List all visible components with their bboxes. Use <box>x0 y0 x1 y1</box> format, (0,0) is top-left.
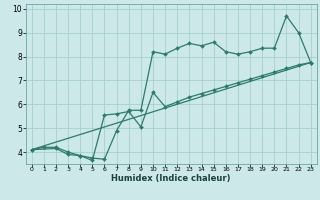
X-axis label: Humidex (Indice chaleur): Humidex (Indice chaleur) <box>111 174 231 183</box>
